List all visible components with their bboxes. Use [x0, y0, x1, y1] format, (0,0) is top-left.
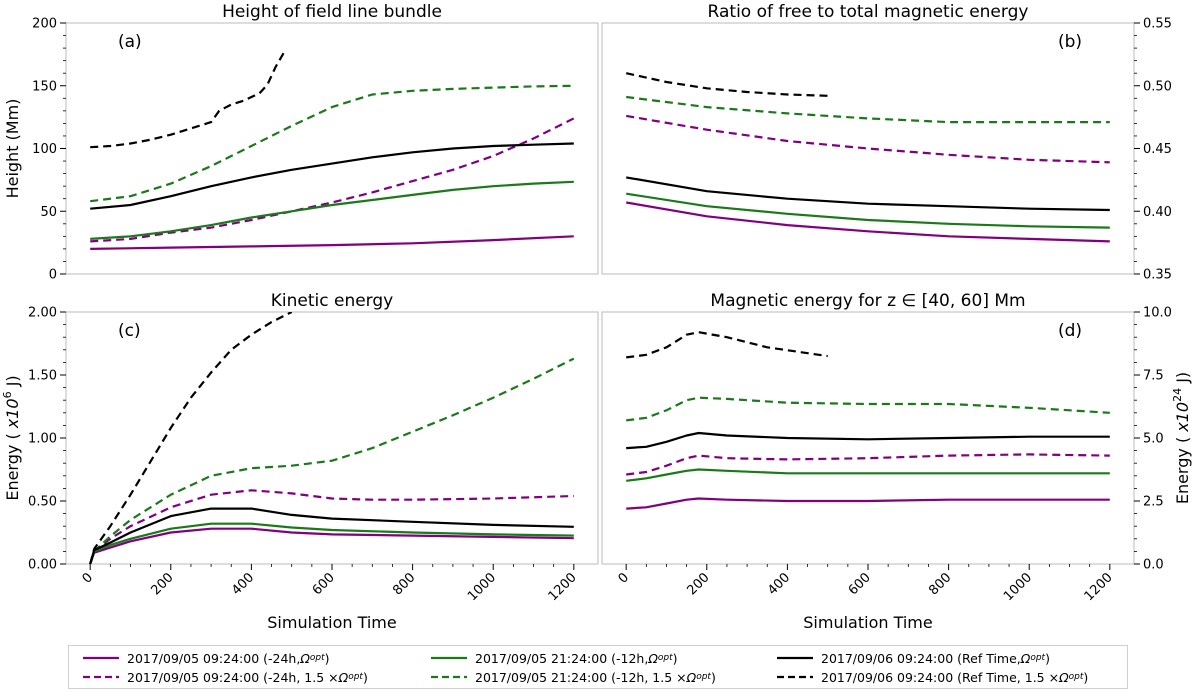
series-line-black-solid — [90, 142, 574, 210]
y-axis-label: Energy ( x106 J) — [1, 375, 22, 500]
legend-label: 2017/09/06 09:24:00 (Ref Time, 1.5 × — [821, 669, 1060, 685]
series-line-black-dashed — [626, 331, 828, 359]
x-tick-label: 1000 — [465, 570, 499, 604]
y-tick-label: 0.00 — [28, 558, 57, 573]
series-line-black-solid — [89, 507, 574, 564]
y-tick-label: 1.00 — [28, 432, 57, 447]
panel-title: Kinetic energy — [271, 291, 393, 311]
series-line-black-dashed — [89, 312, 293, 564]
y-tick-label: 100 — [32, 142, 57, 157]
panel-title: Ratio of free to total magnetic energy — [708, 2, 1029, 22]
series-line-purple-dashed — [90, 117, 575, 243]
x-tick-label: 0 — [616, 570, 632, 586]
y-axis-label: Height (Mm) — [3, 99, 22, 199]
y-tick-label: 7.5 — [1143, 369, 1164, 384]
y-tick-label: 0.35 — [1143, 268, 1172, 283]
y-tick-label: 150 — [32, 79, 57, 94]
legend-swatch — [777, 656, 813, 660]
series-line-purple-solid — [90, 235, 574, 250]
x-tick-label: 1000 — [1001, 570, 1035, 604]
x-tick-label: 600 — [310, 570, 338, 598]
y-tick-label: 0 — [49, 268, 57, 283]
series-line-green-dashed — [626, 396, 1110, 422]
y-tick-label: 0.50 — [28, 495, 57, 510]
x-tick-label: 800 — [926, 570, 954, 598]
panel-title: Magnetic energy for z ∈ [40, 60] Mm — [710, 291, 1025, 311]
x-tick-label: 1200 — [546, 570, 580, 604]
panel-label: (a) — [118, 32, 142, 52]
panel-label: (c) — [118, 321, 141, 341]
y-tick-label: 5.0 — [1143, 432, 1164, 447]
legend-swatch — [83, 675, 119, 679]
legend-label: 2017/09/05 21:24:00 (-12h, — [475, 650, 649, 666]
series-line-green-solid — [626, 192, 1110, 229]
legend-label: 2017/09/06 09:24:00 (Ref Time, — [821, 650, 1021, 666]
y-tick-label: 0.0 — [1143, 558, 1164, 573]
series-line-purple-dashed — [626, 114, 1110, 164]
y-tick-label: 1.50 — [28, 369, 57, 384]
x-tick-label: 200 — [684, 570, 712, 598]
panel-label: (b) — [1058, 32, 1082, 52]
panel-label: (d) — [1058, 321, 1082, 341]
x-tick-label: 200 — [148, 570, 176, 598]
y-tick-label: 50 — [40, 205, 57, 220]
x-axis-label-right: Simulation Time — [803, 613, 932, 632]
legend-label: 2017/09/05 21:24:00 (-12h, 1.5 × — [475, 669, 687, 685]
series-line-black-dashed — [90, 52, 285, 149]
legend-label: 2017/09/05 09:24:00 (-24h, — [127, 650, 301, 666]
panel-d: Magnetic energy for z ∈ [40, 60] Mm (d) 0.… — [601, 291, 1192, 604]
y-tick-label: 10.0 — [1143, 306, 1172, 321]
x-tick-label: 800 — [390, 570, 418, 598]
series-line-purple-dashed — [626, 453, 1110, 476]
legend-label: 2017/09/05 09:24:00 (-24h, 1.5 × — [127, 669, 339, 685]
y-tick-label: 2.00 — [28, 306, 57, 321]
series-line-green-dashed — [626, 95, 1110, 124]
plot-frame — [601, 22, 1135, 275]
x-tick-label: 1200 — [1082, 570, 1116, 604]
x-tick-label: 600 — [846, 570, 874, 598]
series-line-black-solid — [626, 176, 1110, 212]
legend-swatch — [431, 675, 467, 679]
series-line-purple-solid — [89, 527, 574, 564]
series-line-black-dashed — [625, 72, 828, 97]
legend-swatch — [431, 656, 467, 660]
y-tick-label: 0.45 — [1143, 142, 1172, 157]
series-line-green-solid — [626, 468, 1110, 482]
x-tick-label: 0 — [80, 570, 96, 586]
y-tick-label: 0.40 — [1143, 205, 1172, 220]
series-line-green-solid — [90, 180, 574, 240]
legend-swatch — [777, 675, 813, 679]
series-line-purple-dashed — [89, 489, 574, 564]
y-tick-label: 2.5 — [1143, 495, 1164, 510]
panel-a: Height of field line bundle (a) 0 50 100 150 2… — [3, 2, 599, 283]
panel-c: Kinetic energy (c) 0.00 0.50 1.00 1.50 2.00 Ene… — [1, 291, 599, 604]
x-tick-label: 400 — [765, 570, 793, 598]
x-axis-label-left: Simulation Time — [267, 613, 396, 632]
series-line-green-dashed — [90, 84, 574, 203]
y-axis-label: Energy ( x1024 J) — [1171, 372, 1192, 504]
x-tick-label: 400 — [229, 570, 257, 598]
y-tick-label: 200 — [32, 17, 57, 32]
series-line-green-dashed — [89, 357, 575, 564]
series-line-purple-solid — [626, 497, 1110, 510]
y-tick-label: 0.50 — [1143, 79, 1172, 94]
y-tick-label: 0.55 — [1143, 17, 1172, 32]
panel-title: Height of field line bundle — [222, 2, 442, 22]
panel-b: Ratio of free to total magnetic energy (b… — [601, 2, 1172, 283]
series-line-green-solid — [89, 522, 574, 564]
legend-swatch — [83, 656, 119, 660]
series-line-black-solid — [626, 431, 1110, 450]
series-line-purple-solid — [626, 201, 1110, 243]
